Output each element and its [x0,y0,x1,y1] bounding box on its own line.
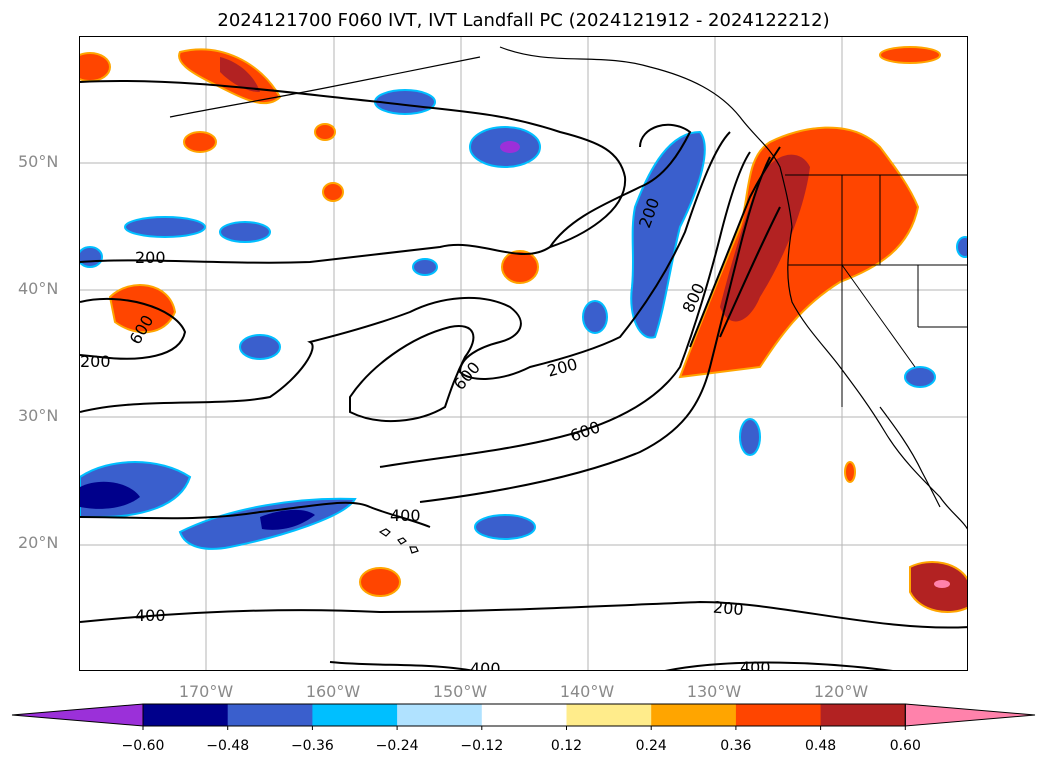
hawaii-islands [378,528,419,554]
colorbar-tick-label: 0.60 [889,738,921,754]
colorbar-segment [651,704,737,726]
cool-blob-4 [219,221,271,243]
state-borders [785,174,967,407]
warm-blob-7 [844,461,856,483]
colorbar-segment [820,704,906,726]
contour-200-south [80,501,431,528]
cool-blob-9 [412,258,438,276]
colorbar-tick-label: 0.12 [550,738,583,754]
latitude-label: 20°N [18,533,59,552]
cool-blob-3 [124,216,206,238]
contour-600-main [379,151,751,468]
colorbar-tick-label: −0.48 [206,738,250,754]
cool-peak-gulf [500,141,520,153]
longitude-label: 170°W [178,682,234,701]
longitude-label: 150°W [432,682,488,701]
border-ca-nv [841,264,916,368]
contour-200-gulf-loop [549,123,692,248]
cool-core-hawaii-band [260,509,315,530]
contour-400-south [80,600,967,629]
latitude-label: 50°N [18,152,59,171]
colorbar-tick-label: 0.48 [805,738,837,754]
contour-label: 200 [545,354,579,380]
cool-blob-10 [80,246,103,268]
colorbar-tick-label: −0.12 [460,738,504,754]
warm-blob-2 [322,182,344,202]
map-panel: 200 600 200 600 200 600 200 800 400 200 … [79,36,968,671]
contour-label: 400 [470,659,501,671]
contour-600-west-loop [80,297,187,360]
contour-label: 200 [135,248,166,267]
contour-600-inner-loop [349,325,475,422]
cool-core-west-20n [80,481,140,509]
contour-label: 600 [567,417,602,445]
warm-blob-3 [183,131,217,153]
colorbar-extend-low [11,703,144,727]
cool-blob-11 [904,366,936,388]
longitude-label: 160°W [305,682,361,701]
chart-title: 2024121700 F060 IVT, IVT Landfall PC (20… [217,10,830,31]
cool-region-coastal-band [630,130,706,339]
contour-200-north [80,80,627,264]
warm-blob-5 [80,52,111,82]
coastline-baja [879,406,941,508]
latitude-label: 40°N [18,279,59,298]
cool-blob-5 [239,334,281,360]
colorbar-tick-label: 0.24 [635,738,667,754]
cool-blob-6 [474,514,536,540]
contour-400-bottom [329,661,893,670]
colorbar-segment [481,704,567,726]
contour-800 [419,156,771,503]
warm-blob-4 [359,567,401,597]
aleutian-chain [169,56,481,118]
colorbar-segment [227,704,313,726]
longitude-label: 140°W [559,682,615,701]
latitude-label: 30°N [18,406,59,425]
coastline-north-america [499,46,967,530]
contour-label: 200 [80,352,111,371]
colorbar-tick-label: −0.36 [290,738,334,754]
colorbar-segment [143,704,229,726]
map-canvas: 200 600 200 600 200 600 200 800 400 200 … [80,37,967,671]
longitude-label: 130°W [686,682,742,701]
colorbar-extend-high [904,703,1036,727]
colorbar-tick-label: −0.24 [375,738,419,754]
contour-200-main-ring [80,131,731,413]
colorbar [11,703,1036,730]
contour-800-inner [689,146,781,348]
warm-blob-1 [501,250,539,284]
cool-blob-7 [582,300,608,334]
contour-label: 200 [712,598,744,620]
contour-label: 400 [740,658,771,671]
negative-pc-regions [80,89,967,550]
colorbar-segment [397,704,483,726]
colorbar-tick-label: −0.60 [121,738,165,754]
colorbar-segment [312,704,398,726]
warm-blob-8 [314,123,336,141]
colorbar-outline [142,703,906,727]
colorbar-segment [566,704,652,726]
coastlines [169,46,967,554]
ivt-contours [80,80,967,670]
longitude-label: 120°W [813,682,869,701]
warm-peak-se [934,580,950,588]
colorbar-segment [735,704,822,726]
contour-label: 600 [450,358,484,394]
contour-label: 400 [135,606,166,625]
warm-blob-6 [879,46,941,64]
cool-blob-12 [956,236,967,258]
warm-region-west-40n [108,284,177,334]
warm-core-alaska-gulf [220,57,260,92]
cool-blob-8 [739,418,761,456]
contour-label: 400 [390,506,421,525]
colorbar-tick-label: 0.36 [720,738,752,754]
